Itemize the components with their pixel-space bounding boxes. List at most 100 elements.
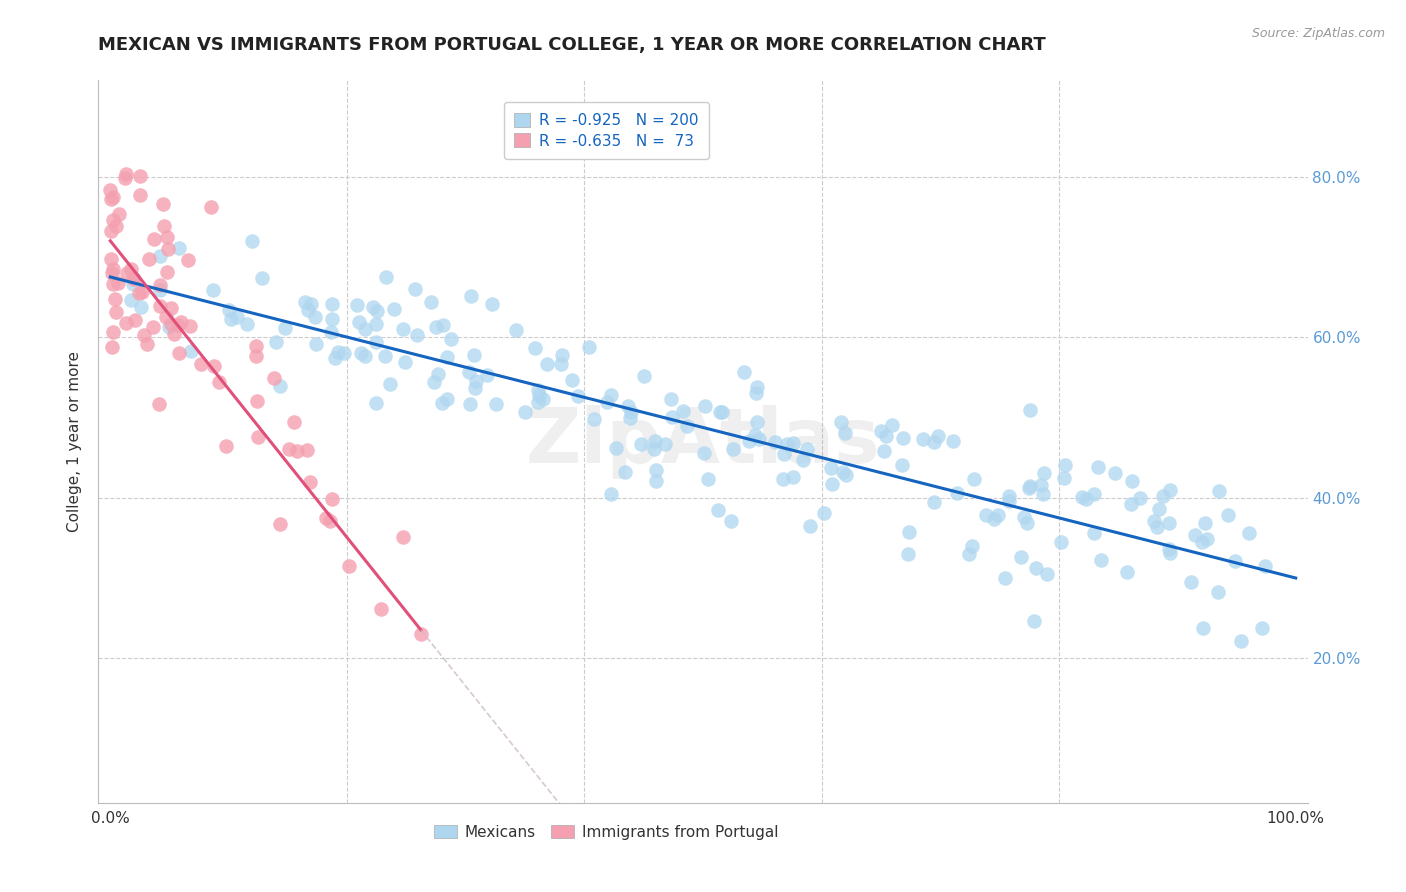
Point	[101, 266, 124, 280]
Point	[440, 333, 463, 347]
Point	[120, 293, 142, 307]
Point	[911, 432, 934, 446]
Point	[1208, 483, 1230, 498]
Point	[219, 311, 242, 326]
Point	[436, 350, 458, 364]
Point	[104, 305, 127, 319]
Point	[458, 396, 481, 410]
Point	[1159, 516, 1181, 530]
Point	[432, 396, 454, 410]
Point	[1083, 526, 1105, 541]
Point	[720, 514, 742, 528]
Point	[391, 322, 413, 336]
Point	[1090, 552, 1112, 566]
Point	[942, 434, 965, 449]
Point	[747, 379, 769, 393]
Point	[561, 373, 583, 387]
Point	[156, 265, 179, 279]
Point	[613, 465, 636, 479]
Point	[148, 397, 170, 411]
Point	[382, 302, 405, 317]
Point	[1157, 541, 1180, 556]
Point	[299, 475, 322, 489]
Point	[835, 468, 858, 483]
Point	[513, 404, 536, 418]
Point	[1049, 535, 1071, 549]
Point	[692, 446, 714, 460]
Point	[505, 322, 527, 336]
Point	[994, 571, 1017, 585]
Point	[392, 530, 415, 544]
Point	[644, 434, 666, 448]
Point	[294, 294, 316, 309]
Point	[745, 385, 768, 400]
Point	[304, 336, 326, 351]
Point	[263, 371, 285, 385]
Point	[693, 399, 716, 413]
Point	[527, 388, 550, 402]
Point	[922, 494, 945, 508]
Point	[169, 346, 191, 360]
Point	[264, 334, 287, 349]
Point	[998, 489, 1021, 503]
Point	[149, 283, 172, 297]
Point	[354, 322, 377, 336]
Point	[897, 547, 920, 561]
Point	[425, 320, 447, 334]
Point	[738, 434, 761, 448]
Point	[1180, 574, 1202, 589]
Point	[114, 171, 136, 186]
Point	[813, 506, 835, 520]
Point	[1250, 621, 1272, 635]
Point	[946, 486, 969, 500]
Point	[240, 235, 263, 249]
Point	[1129, 491, 1152, 505]
Point	[960, 539, 983, 553]
Point	[644, 463, 666, 477]
Point	[179, 318, 201, 333]
Point	[1191, 534, 1213, 549]
Point	[830, 415, 852, 429]
Point	[599, 486, 621, 500]
Point	[108, 206, 131, 220]
Point	[432, 318, 454, 332]
Point	[747, 415, 769, 429]
Point	[347, 315, 370, 329]
Point	[236, 317, 259, 331]
Point	[458, 365, 481, 379]
Point	[190, 357, 212, 371]
Point	[1223, 554, 1246, 568]
Point	[321, 297, 343, 311]
Point	[873, 444, 896, 458]
Point	[1194, 516, 1216, 530]
Point	[551, 347, 574, 361]
Point	[142, 232, 165, 246]
Point	[733, 365, 755, 379]
Point	[149, 278, 172, 293]
Point	[349, 345, 371, 359]
Point	[998, 493, 1021, 508]
Point	[550, 357, 572, 371]
Point	[536, 357, 558, 371]
Point	[578, 340, 600, 354]
Point	[134, 328, 156, 343]
Point	[177, 252, 200, 267]
Point	[153, 219, 176, 233]
Point	[464, 381, 486, 395]
Point	[156, 229, 179, 244]
Point	[226, 310, 249, 324]
Point	[922, 435, 945, 450]
Point	[1052, 471, 1074, 485]
Point	[600, 388, 623, 402]
Point	[1036, 566, 1059, 581]
Point	[346, 298, 368, 312]
Point	[138, 252, 160, 267]
Point	[136, 337, 159, 351]
Point	[721, 442, 744, 457]
Point	[409, 627, 432, 641]
Point	[218, 303, 240, 318]
Point	[333, 346, 356, 360]
Point	[297, 443, 319, 458]
Point	[122, 271, 145, 285]
Point	[891, 431, 914, 445]
